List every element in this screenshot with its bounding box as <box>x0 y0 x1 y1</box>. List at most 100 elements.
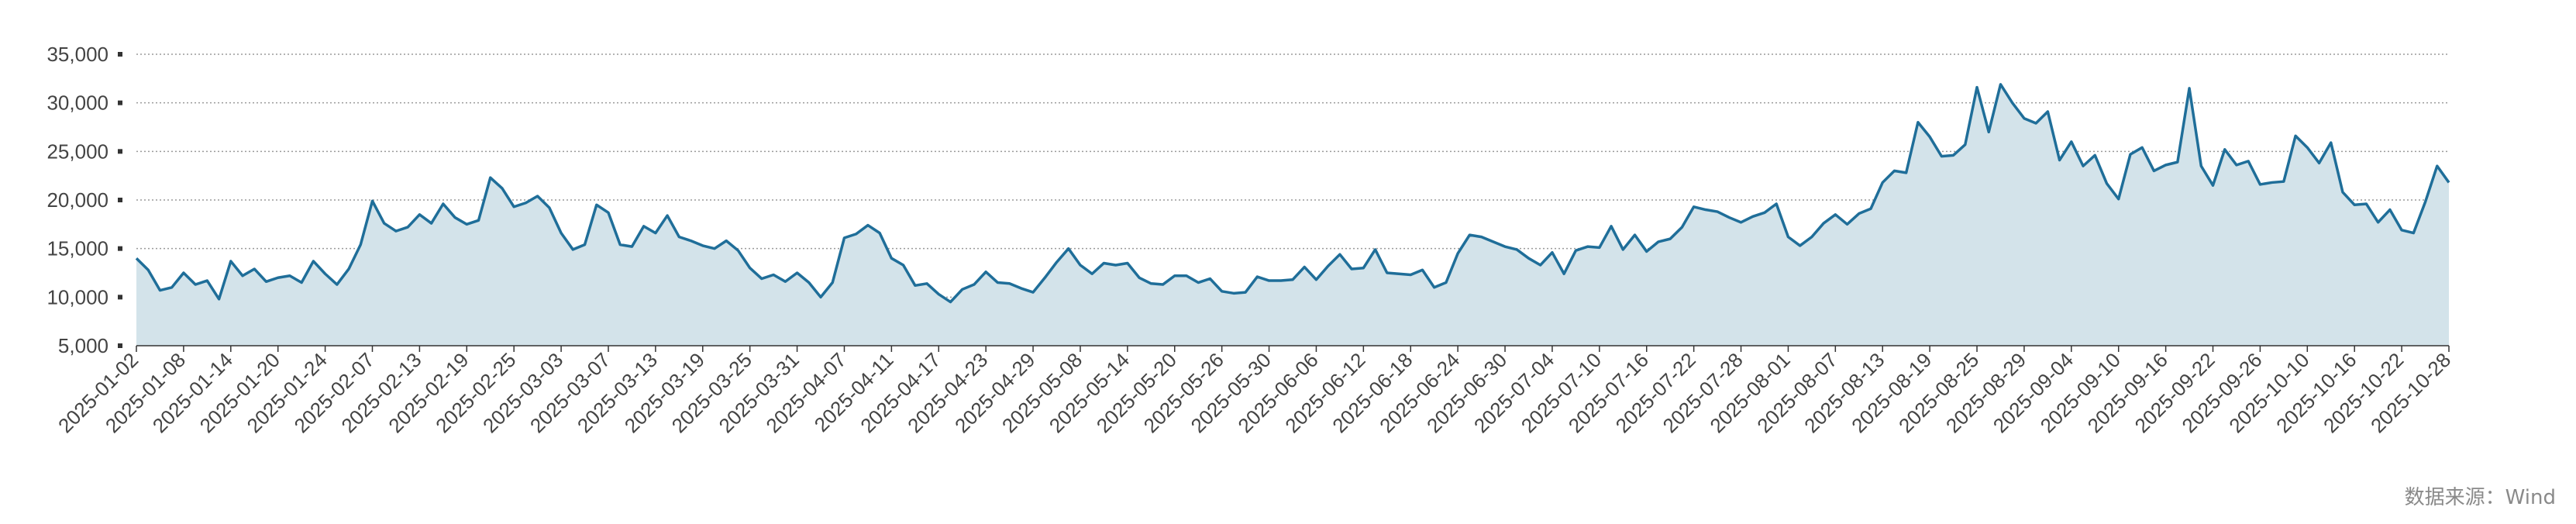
y-tick-mark <box>118 295 122 300</box>
data-point <box>925 282 928 285</box>
data-point <box>1492 240 1495 243</box>
data-point <box>1905 171 1908 174</box>
data-point <box>135 257 138 260</box>
data-point <box>1221 290 1224 293</box>
data-point <box>2188 87 2191 90</box>
data-point <box>1197 281 1200 284</box>
data-point <box>2400 229 2403 232</box>
data-point <box>1645 250 1648 253</box>
data-point <box>1892 169 1896 172</box>
data-point <box>1799 244 1802 247</box>
data-point <box>2282 180 2285 183</box>
data-point <box>1822 222 1825 225</box>
data-point <box>2447 181 2450 184</box>
y-tick-label: 25,000 <box>46 140 108 163</box>
data-point <box>2164 164 2168 167</box>
data-point <box>1445 281 1448 284</box>
data-point <box>312 260 315 263</box>
data-point <box>2330 141 2333 144</box>
data-point <box>218 298 221 301</box>
data-point <box>536 195 539 198</box>
data-point <box>866 224 870 227</box>
data-point <box>890 257 893 260</box>
data-point <box>2058 159 2061 162</box>
y-tick-label: 20,000 <box>46 188 108 212</box>
data-point <box>253 267 256 271</box>
data-point <box>2436 164 2439 167</box>
data-point <box>1138 276 1141 279</box>
data-point <box>1952 153 1955 157</box>
data-point <box>1775 202 1778 205</box>
data-point <box>749 267 752 270</box>
data-point <box>1314 278 1317 281</box>
data-point <box>1043 276 1046 279</box>
data-point <box>2223 148 2226 151</box>
data-point <box>2306 146 2309 149</box>
data-point <box>1858 212 1861 215</box>
data-point <box>1090 272 1093 275</box>
data-point <box>182 271 185 274</box>
data-point <box>336 283 339 286</box>
data-point <box>1173 274 1176 278</box>
y-tick-mark <box>118 198 122 202</box>
data-point <box>2247 160 2250 163</box>
y-axis-ticks: 5,000 10,000 15,000 20,000 25,000 30,000 35,00… <box>46 43 122 357</box>
y-tick-mark <box>118 52 122 57</box>
data-point <box>1940 155 1943 158</box>
data-point <box>465 222 468 226</box>
data-point <box>1456 252 1459 255</box>
data-point <box>1634 233 1637 236</box>
data-point <box>1846 222 1849 226</box>
data-point <box>1964 143 1967 147</box>
data-point <box>842 236 845 240</box>
data-point <box>878 232 881 235</box>
data-point <box>2046 110 2049 113</box>
data-point <box>1480 236 1483 239</box>
data-point <box>1727 216 1731 219</box>
data-point <box>855 233 858 236</box>
data-point <box>618 243 622 246</box>
data-point <box>819 295 822 298</box>
data-point <box>453 216 456 219</box>
y-tick-label: 15,000 <box>46 237 108 260</box>
y-tick-mark <box>118 343 122 348</box>
data-point <box>560 232 563 235</box>
data-point <box>1740 221 1743 224</box>
data-point <box>1303 265 1306 268</box>
data-point <box>2412 232 2415 235</box>
data-point <box>666 214 669 217</box>
data-point <box>1881 181 1884 184</box>
data-point <box>158 289 161 292</box>
data-point <box>501 187 504 190</box>
data-point <box>1232 291 1235 295</box>
data-point <box>1362 267 1365 270</box>
data-point <box>607 211 610 214</box>
data-point <box>1834 213 1837 216</box>
data-point <box>1374 248 1377 251</box>
data-point <box>2258 183 2261 186</box>
data-point <box>1503 245 1507 248</box>
data-point <box>736 249 739 252</box>
data-point <box>796 271 799 274</box>
data-point <box>1020 287 1023 290</box>
data-point <box>701 244 704 247</box>
data-point <box>1162 283 1165 286</box>
data-point <box>1515 248 1518 251</box>
x-axis-ticks: 2025-01-022025-01-082025-01-142025-01-20… <box>53 346 2455 437</box>
data-point <box>984 271 987 274</box>
data-point <box>1327 264 1330 267</box>
data-point <box>571 248 574 251</box>
data-point <box>595 203 598 206</box>
data-point <box>2082 164 2085 167</box>
data-point <box>489 176 492 179</box>
data-point <box>642 225 646 228</box>
data-point <box>1987 130 1990 133</box>
data-point <box>383 222 386 225</box>
data-point <box>1102 261 1105 264</box>
data-point <box>1279 279 1283 282</box>
data-point <box>1704 209 1707 212</box>
y-tick-label: 35,000 <box>46 43 108 66</box>
data-point <box>630 245 633 248</box>
data-point <box>1409 274 1412 277</box>
y-tick-mark <box>118 100 122 105</box>
